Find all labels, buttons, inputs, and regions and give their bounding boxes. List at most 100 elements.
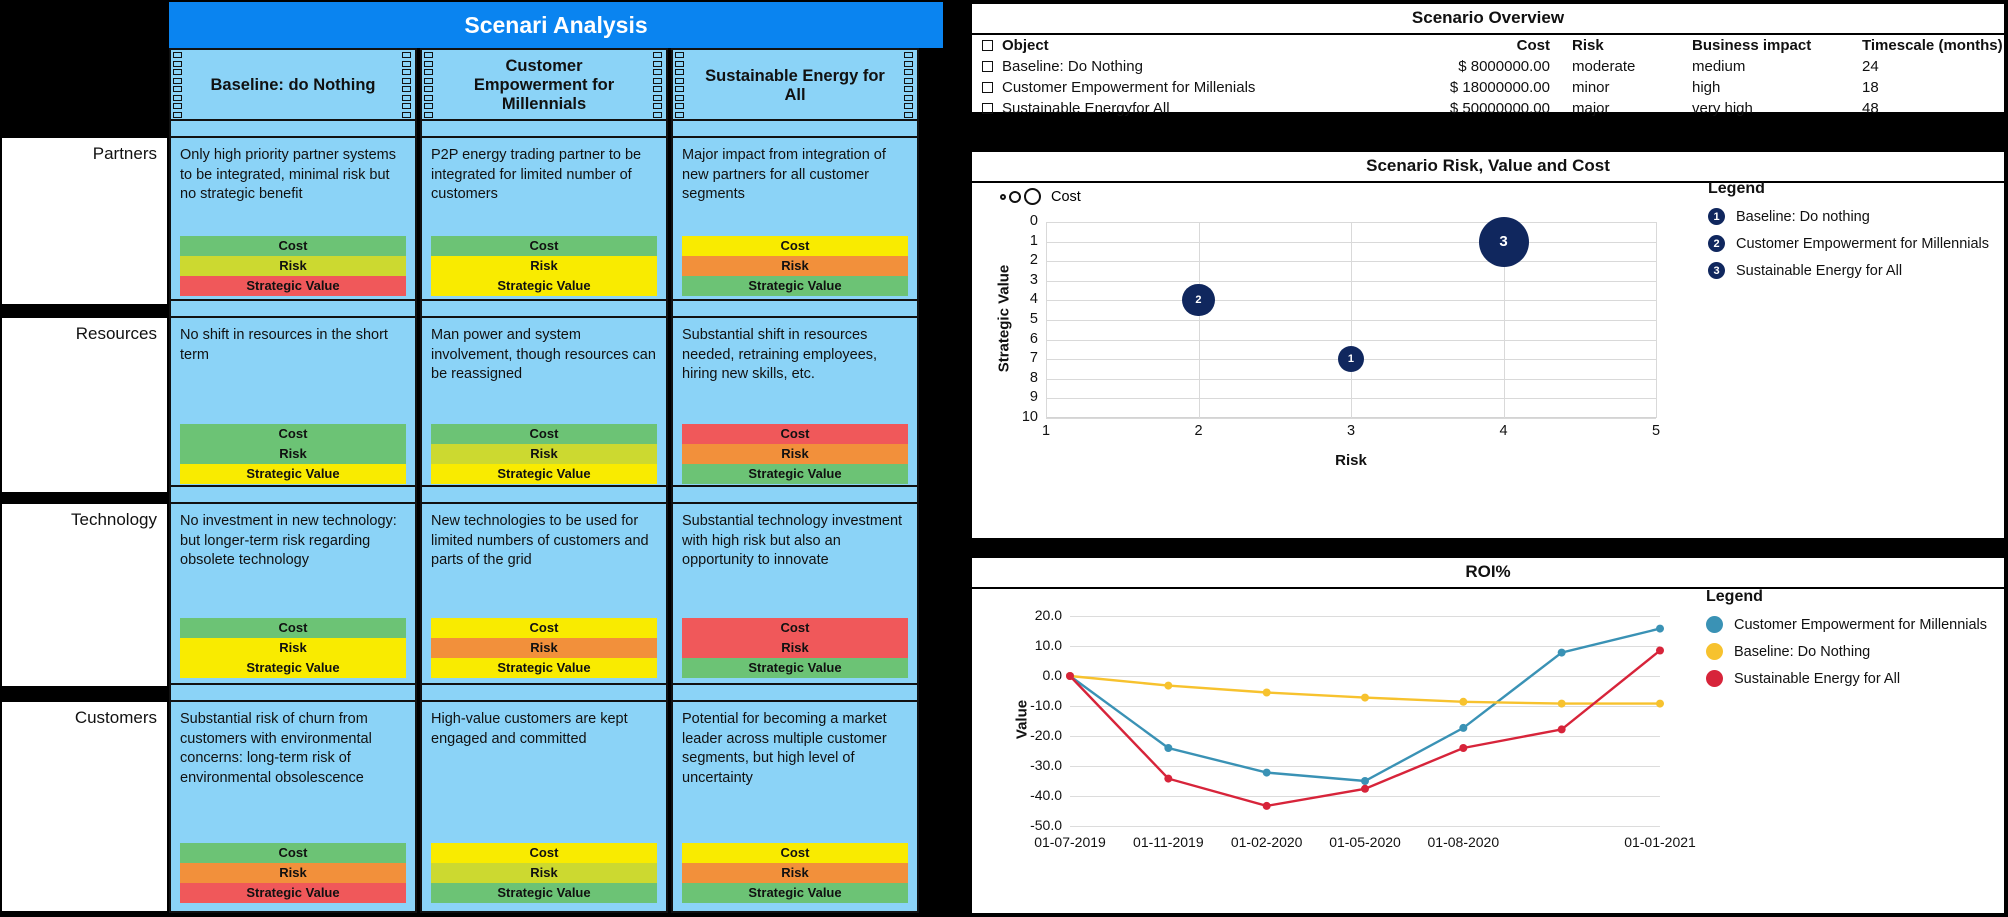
roi-legend-item-1[interactable]: Baseline: Do Nothing bbox=[1706, 643, 1998, 660]
legend-label: Baseline: Do nothing bbox=[1736, 208, 1870, 225]
matrix-cell-bars-2-1: Cost Risk Strategic Value bbox=[431, 618, 657, 678]
roi-xtick-0: 01-07-2019 bbox=[1034, 834, 1106, 850]
checkbox-icon[interactable] bbox=[982, 82, 993, 93]
bubble-ytick-9: 1 bbox=[1029, 232, 1038, 249]
matrix-row-label-2: Technology bbox=[0, 502, 169, 688]
roi-gridline-5 bbox=[1070, 766, 1660, 767]
checkbox-icon[interactable] bbox=[982, 103, 993, 114]
roi-xtick-3: 01-05-2020 bbox=[1329, 834, 1401, 850]
bar-value-0-1: Strategic Value bbox=[431, 276, 657, 296]
cell-impact: medium bbox=[1692, 58, 1746, 75]
bubble-legend-item-2[interactable]: 3 Sustainable Energy for All bbox=[1708, 262, 1996, 279]
legend-color-dot bbox=[1706, 670, 1723, 687]
roi-point-2-3 bbox=[1361, 784, 1369, 793]
roi-legend-item-2[interactable]: Sustainable Energy for All bbox=[1706, 670, 1998, 687]
cell-timescale: 24 bbox=[1862, 58, 1879, 75]
matrix-cell-text-3-2: Potential for becoming a market leader a… bbox=[682, 711, 887, 786]
bar-risk-0-0: Risk bbox=[180, 256, 406, 276]
cell-timescale: 48 bbox=[1862, 100, 1879, 117]
matrix-cell-text-3-0: Substantial risk of churn from customers… bbox=[180, 711, 372, 786]
bar-cost-1-2: Cost bbox=[682, 424, 908, 444]
checkbox-icon[interactable] bbox=[982, 61, 993, 72]
legend-color-dot bbox=[1706, 616, 1723, 633]
table-row[interactable]: Customer Empowerment for Millenials $ 18… bbox=[972, 77, 2004, 98]
bubble-ytick-0: 10 bbox=[1021, 409, 1038, 425]
matrix-cell-1-0: No shift in resources in the short term … bbox=[169, 316, 417, 494]
legend-label: Customer Empowerment for Millennials bbox=[1734, 616, 1988, 633]
roi-point-1-6 bbox=[1656, 699, 1664, 708]
roi-gridline-0 bbox=[1070, 616, 1660, 617]
matrix-row-spacer-0-1 bbox=[420, 119, 668, 136]
matrix-cell-bars-2-0: Cost Risk Strategic Value bbox=[180, 618, 406, 678]
matrix-cell-bars-3-0: Cost Risk Strategic Value bbox=[180, 843, 406, 903]
matrix-row-spacer-1-1 bbox=[420, 299, 668, 316]
perforation-right-icon-0 bbox=[402, 52, 413, 118]
perforation-right-icon-2 bbox=[904, 52, 915, 118]
table-row[interactable]: Baseline: Do Nothing $ 8000000.00 modera… bbox=[972, 56, 2004, 77]
bubble-gridline-x-2 bbox=[1351, 222, 1352, 418]
bar-value-3-1: Strategic Value bbox=[431, 883, 657, 903]
bar-cost-3-2: Cost bbox=[682, 843, 908, 863]
roi-line-0 bbox=[1069, 627, 1661, 783]
bubble-xtick-1: 2 bbox=[1194, 423, 1203, 439]
bar-value-0-0: Strategic Value bbox=[180, 276, 406, 296]
matrix-cell-1-1: Man power and system involvement, though… bbox=[420, 316, 668, 494]
bar-cost-2-0: Cost bbox=[180, 618, 406, 638]
table-row[interactable]: Sustainable Energyfor All $ 50000000.00 … bbox=[972, 98, 2004, 119]
bar-cost-3-0: Cost bbox=[180, 843, 406, 863]
bubble-xtick-4: 5 bbox=[1651, 423, 1661, 439]
bubble-ytick-4: 6 bbox=[1029, 330, 1038, 347]
perforation-left-icon-0 bbox=[173, 52, 184, 118]
bubble-gridline-x-1 bbox=[1198, 222, 1200, 418]
matrix-cell-text-2-0: No investment in new technology: but lon… bbox=[180, 513, 397, 569]
th-cost: Cost bbox=[1516, 37, 1550, 54]
roi-point-2-5 bbox=[1557, 725, 1566, 734]
matrix-cell-bars-3-2: Cost Risk Strategic Value bbox=[682, 843, 908, 903]
bar-value-2-1: Strategic Value bbox=[431, 658, 657, 678]
perforation-left-icon-2 bbox=[675, 52, 686, 118]
matrix-cell-bars-1-1: Cost Risk Strategic Value bbox=[431, 424, 657, 484]
bar-risk-1-0: Risk bbox=[180, 444, 406, 464]
bubble-ytick-5: 5 bbox=[1029, 311, 1038, 327]
bar-cost-0-2: Cost bbox=[682, 236, 908, 256]
bubble-legend-item-0[interactable]: 1 Baseline: Do nothing bbox=[1708, 208, 1996, 225]
roi-point-0-1 bbox=[1164, 744, 1173, 752]
bubble-size-medium-icon bbox=[1009, 190, 1021, 203]
matrix-cell-3-2: Potential for becoming a market leader a… bbox=[671, 700, 919, 913]
matrix-row-spacer-0-0 bbox=[169, 119, 417, 136]
legend-number-badge: 1 bbox=[1708, 208, 1725, 225]
matrix-cell-bars-0-0: Cost Risk Strategic Value bbox=[180, 236, 406, 296]
bubble-legend-item-1[interactable]: 2 Customer Empowerment for Millennials bbox=[1708, 235, 1996, 252]
bubble-point-3[interactable]: 3 bbox=[1478, 216, 1529, 267]
bar-cost-1-0: Cost bbox=[180, 424, 406, 444]
bubble-point-1[interactable]: 1 bbox=[1337, 345, 1365, 373]
roi-legend-item-0[interactable]: Customer Empowerment for Millennials bbox=[1706, 616, 1998, 633]
bubble-ytick-8: 2 bbox=[1029, 252, 1038, 269]
bar-risk-2-2: Risk bbox=[682, 638, 908, 658]
roi-ytick-6: -40.0 bbox=[1030, 787, 1062, 803]
bubble-ylabel: Strategic Value bbox=[995, 264, 1013, 373]
roi-gridline-2 bbox=[1070, 676, 1660, 677]
checkbox-icon[interactable] bbox=[982, 40, 993, 51]
cell-impact: high bbox=[1692, 79, 1721, 96]
roi-series-svg bbox=[1066, 624, 1664, 810]
bar-risk-2-1: Risk bbox=[431, 638, 657, 658]
roi-point-0-5 bbox=[1557, 648, 1566, 657]
roi-point-1-5 bbox=[1557, 699, 1566, 708]
matrix-cell-text-1-1: Man power and system involvement, though… bbox=[431, 327, 656, 383]
bubble-point-2[interactable]: 2 bbox=[1182, 284, 1215, 317]
bar-value-2-2: Strategic Value bbox=[682, 658, 908, 678]
matrix-cell-3-0: Substantial risk of churn from customers… bbox=[169, 700, 417, 913]
legend-label: Sustainable Energy for All bbox=[1736, 262, 1903, 279]
table-header-row: Object Cost Risk Business impact Timesca… bbox=[972, 35, 2004, 56]
roi-ytick-3: -10.0 bbox=[1030, 697, 1062, 713]
bubble-legend-title: Legend bbox=[1708, 180, 1765, 197]
bubble-gridline-x-0 bbox=[1046, 222, 1047, 418]
bubble-ytick-6: 4 bbox=[1029, 291, 1038, 308]
roi-gridline-6 bbox=[1070, 796, 1660, 797]
bar-cost-2-1: Cost bbox=[431, 618, 657, 638]
roi-point-0-6 bbox=[1656, 624, 1664, 633]
roi-point-2-2 bbox=[1262, 801, 1271, 810]
matrix-cell-text-2-2: Substantial technology investment with h… bbox=[682, 513, 903, 569]
cell-timescale: 18 bbox=[1862, 79, 1879, 96]
